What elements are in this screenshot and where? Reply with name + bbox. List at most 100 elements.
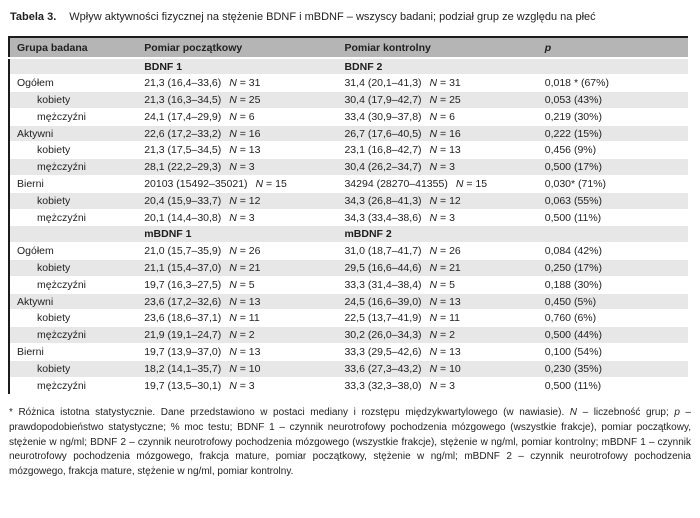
sample-size: N = 13 — [429, 345, 461, 358]
measurement-cell: 26,7 (17,6–40,5) N = 16 — [344, 125, 545, 142]
sample-size: N = 13 — [229, 144, 261, 157]
measurement-cell: 20,4 (15,9–33,7) N = 12 — [144, 192, 345, 210]
p-cell-empty — [544, 58, 688, 75]
p-value-cell: 0,100 (54%) — [544, 345, 602, 358]
table-row: Bierni 19,7 (13,9–37,0) N = 13 33,3 (29,5–4… — [9, 344, 688, 361]
table-row: kobiety 20,4 (15,9–33,7) N = 12 34,3 (26,8–… — [9, 192, 688, 210]
group-cell-empty — [9, 58, 145, 75]
median-iqr-value: 29,5 (16,6–44,6) — [344, 261, 422, 274]
median-iqr-value: 22,6 (17,2–33,2) — [144, 127, 222, 140]
group-label: mężczyźni — [37, 379, 87, 392]
sample-size: N = 3 — [229, 161, 255, 174]
table-row: kobiety 23,6 (18,6–37,1) N = 11 22,5 (13,7–… — [9, 310, 688, 327]
sample-size: N = 3 — [429, 161, 455, 174]
median-iqr-value: 33,3 (32,3–38,0) — [344, 379, 422, 392]
sample-size: N = 26 — [229, 245, 261, 258]
p-value-cell: 0,500 (44%) — [544, 326, 688, 344]
group-label: kobiety — [9, 192, 145, 210]
sample-size: N = 13 — [429, 295, 461, 308]
median-iqr-value: 33,3 (29,5–42,6) — [344, 345, 422, 358]
sample-size: N = 5 — [229, 278, 255, 291]
p-value-cell: 0,230 (35%) — [544, 360, 688, 378]
sample-size: N = 2 — [429, 329, 455, 342]
median-iqr-value: 21,1 (15,4–37,0) — [144, 261, 222, 274]
sample-size: N = 26 — [429, 245, 461, 258]
measurement-cell: 30,4 (26,2–34,7) N = 3 — [344, 158, 545, 176]
measurement-cell: 31,0 (18,7–41,7) N = 26 — [344, 243, 544, 260]
median-iqr-value: 34294 (28270–41355) — [344, 177, 448, 190]
table-row: mężczyźni 28,1 (22,2–29,3) N = 3 30,4 (26,2… — [9, 158, 688, 176]
group-label: mężczyźni — [37, 110, 87, 123]
measurement-cell: 24,5 (16,6–39,0) N = 13 — [344, 293, 545, 310]
measurement-cell: 24,1 (17,4–29,9) N = 6 — [144, 108, 344, 125]
measure-name-cell: mBDNF 1 — [144, 225, 345, 243]
median-iqr-value: 31,0 (18,7–41,7) — [344, 245, 422, 258]
table-row: kobiety 21,3 (16,3–34,5) N = 25 30,4 (17,9–… — [9, 91, 688, 109]
measurement-cell: 19,7 (13,5–30,1) N = 3 — [144, 377, 344, 394]
p-value-cell: 0,456 (9%) — [544, 144, 597, 157]
sample-size: N = 25 — [229, 93, 261, 106]
median-iqr-value: 33,4 (30,9–37,8) — [344, 110, 422, 123]
measurement-cell: 34,3 (33,4–38,6) N = 3 — [344, 209, 544, 226]
median-iqr-value: 19,7 (13,9–37,0) — [144, 345, 222, 358]
sample-size: N = 21 — [429, 261, 461, 274]
sample-size: N = 11 — [229, 312, 260, 325]
measurement-cell: 23,6 (18,6–37,1) N = 11 — [144, 310, 344, 327]
sample-size: N = 16 — [429, 127, 461, 140]
table-row: Ogółem 21,3 (16,4–33,6) N = 31 31,4 (20,1–4… — [9, 75, 688, 92]
measurement-cell: 34294 (28270–41355) N = 15 — [344, 176, 544, 193]
median-iqr-value: 20,4 (15,9–33,7) — [144, 194, 222, 207]
median-iqr-value: 21,3 (17,5–34,5) — [144, 144, 222, 157]
median-iqr-value: 30,2 (26,0–34,3) — [344, 329, 422, 342]
sample-size: N = 15 — [255, 177, 287, 190]
group-label: kobiety — [9, 360, 145, 378]
sample-size: N = 15 — [455, 177, 488, 190]
median-iqr-value: 31,4 (20,1–41,3) — [344, 77, 422, 90]
measurement-cell: 31,4 (20,1–41,3) N = 31 — [344, 75, 544, 92]
measure-subheader-row: BDNF 1 BDNF 2 — [9, 58, 688, 75]
median-iqr-value: 23,1 (16,8–42,7) — [344, 144, 422, 157]
measurement-cell: 21,1 (15,4–37,0) N = 21 — [144, 259, 345, 277]
sample-size: N = 11 — [429, 312, 460, 325]
group-label: Ogółem — [17, 245, 54, 258]
sample-size: N = 31 — [429, 77, 461, 90]
table-row: mężczyźni 21,9 (19,1–24,7) N = 2 30,2 (26,0… — [9, 326, 688, 344]
sample-size: N = 3 — [229, 379, 255, 392]
median-iqr-value: 24,5 (16,6–39,0) — [344, 295, 422, 308]
measurement-cell: 30,2 (26,0–34,3) N = 2 — [344, 326, 545, 344]
p-value-cell: 0,219 (30%) — [544, 110, 602, 123]
measurement-cell: 22,6 (17,2–33,2) N = 16 — [144, 125, 345, 142]
p-cell-empty — [544, 225, 688, 243]
table-row: mężczyźni 19,7 (13,5–30,1) N = 3 33,3 (32,3… — [9, 377, 688, 394]
measurement-cell: 23,1 (16,8–42,7) N = 13 — [344, 142, 544, 159]
median-iqr-value: 30,4 (26,2–34,7) — [344, 161, 422, 174]
group-label: Bierni — [17, 345, 44, 358]
group-label: mężczyźni — [9, 158, 145, 176]
group-label: kobiety — [37, 144, 71, 157]
sample-size: N = 31 — [229, 77, 261, 90]
median-iqr-value: 23,6 (18,6–37,1) — [144, 312, 222, 325]
table-row: mężczyźni 19,7 (16,3–27,5) N = 5 33,3 (31,4… — [9, 276, 688, 294]
measure-subheader-row: mBDNF 1 mBDNF 2 — [9, 225, 688, 243]
group-label: Bierni — [17, 177, 44, 190]
p-value-cell: 0,188 (30%) — [544, 278, 602, 291]
median-iqr-value: 33,6 (27,3–43,2) — [344, 362, 422, 375]
table-row: Bierni 20103 (15492–35021) N = 15 34294 (28… — [9, 176, 688, 193]
sample-size: N = 3 — [429, 211, 455, 224]
group-label: mężczyźni — [9, 326, 145, 344]
sample-size: N = 5 — [429, 278, 455, 291]
measurement-cell: 21,3 (17,5–34,5) N = 13 — [144, 142, 344, 159]
p-value-cell: 0,053 (43%) — [544, 91, 688, 109]
measure-name-cell: mBDNF 2 — [344, 225, 545, 243]
col-header-grupa-badana: Grupa badana — [9, 37, 145, 58]
measurement-cell: 21,9 (19,1–24,7) N = 2 — [144, 326, 345, 344]
sample-size: N = 16 — [229, 127, 261, 140]
table-row: Ogółem 21,0 (15,7–35,9) N = 26 31,0 (18,7–4… — [9, 243, 688, 260]
median-iqr-value: 30,4 (17,9–42,7) — [344, 93, 422, 106]
measurement-cell: 34,3 (26,8–41,3) N = 12 — [344, 192, 545, 210]
data-table: Grupa badana Pomiar początkowy Pomiar ko… — [8, 36, 688, 395]
median-iqr-value: 24,1 (17,4–29,9) — [144, 110, 222, 123]
group-label: kobiety — [37, 312, 71, 325]
median-iqr-value: 33,3 (31,4–38,4) — [344, 278, 422, 291]
sample-size: N = 2 — [229, 329, 255, 342]
